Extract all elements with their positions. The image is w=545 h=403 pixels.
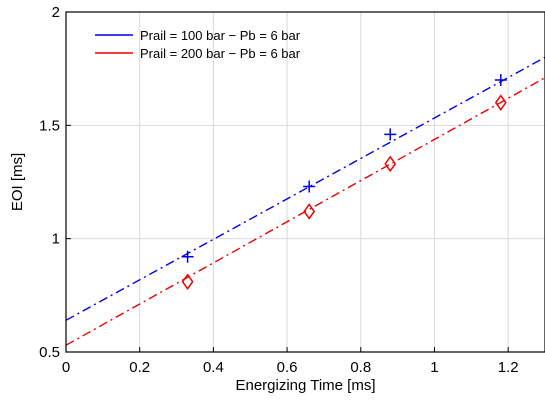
data-point-plus <box>384 128 397 141</box>
y-tick-label: 1.5 <box>39 117 60 134</box>
x-tick-label: 1 <box>430 359 438 376</box>
legend-entry-label: Prail = 200 bar − Pb = 6 bar <box>140 46 301 61</box>
x-tick-label: 0.6 <box>277 359 298 376</box>
grid-lines <box>65 11 545 353</box>
data-point-plus <box>303 180 316 193</box>
plot-series <box>66 56 545 346</box>
x-tick-label: 0.8 <box>350 359 371 376</box>
data-point-diamond <box>494 94 507 111</box>
data-point-diamond <box>181 273 194 291</box>
series-group <box>66 56 545 321</box>
x-axis-label: Energizing Time [ms] <box>235 377 375 394</box>
y-tick-label: 2 <box>52 4 60 21</box>
data-point-diamond <box>384 155 397 173</box>
legend: Prail = 100 bar − Pb = 6 bar Prail = 200 … <box>95 28 301 61</box>
x-tick-label: 0.2 <box>129 359 150 376</box>
x-tick-label: 0.4 <box>203 359 224 376</box>
series-fit-line <box>66 77 545 346</box>
series-group <box>66 77 545 346</box>
y-tick-label: 0.5 <box>39 344 60 361</box>
data-point-plus <box>181 250 194 263</box>
data-point-diamond <box>303 203 316 220</box>
data-point-plus <box>494 74 507 86</box>
axis-ticks: 0 0.2 0.4 0.6 0.8 1 1.2 0.5 1 1.5 2 <box>39 4 518 376</box>
series-fit-line <box>66 56 545 321</box>
x-tick-label: 1.2 <box>498 359 519 376</box>
y-tick-label: 1 <box>52 231 60 248</box>
y-axis-label: EOI [ms] <box>9 153 26 211</box>
x-tick-label: 0 <box>62 359 70 376</box>
legend-entry-label: Prail = 100 bar − Pb = 6 bar <box>140 28 301 43</box>
plot-area-frame <box>65 11 545 353</box>
